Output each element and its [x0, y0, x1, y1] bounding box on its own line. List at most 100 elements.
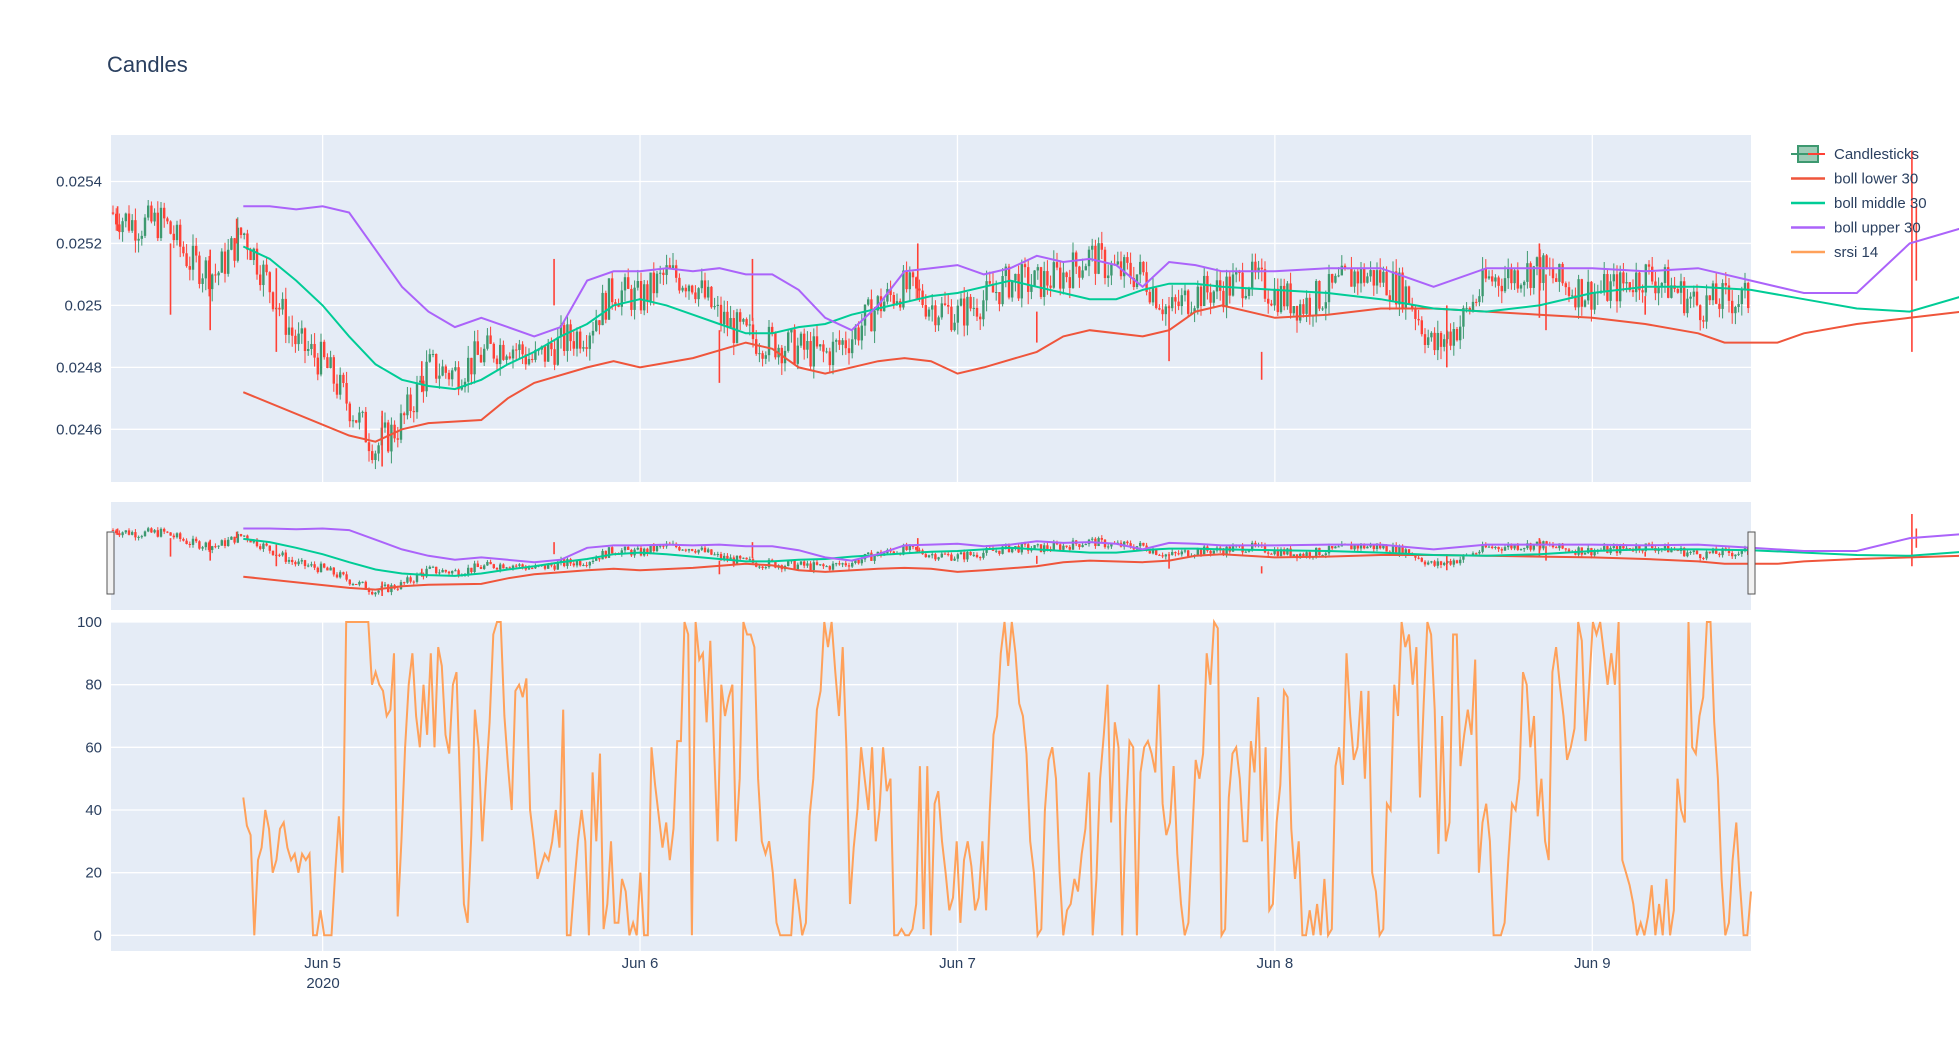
candle-body: [1292, 306, 1295, 314]
candle-body: [1385, 545, 1388, 552]
candle-body: [867, 552, 870, 555]
candle-body: [1414, 554, 1417, 558]
range-slider-left-handle[interactable]: [106, 531, 115, 595]
candle-body: [175, 533, 179, 538]
candle-body: [1683, 547, 1686, 557]
candle-body: [742, 319, 745, 322]
candle-body: [1203, 546, 1206, 555]
range-slider[interactable]: [106, 502, 1959, 610]
mini-boll-lower-line: [243, 553, 1959, 591]
candle-body: [1468, 307, 1471, 312]
candle-body: [223, 540, 227, 547]
candle-body: [1580, 279, 1583, 307]
range-slider-preview: [111, 514, 1959, 597]
candle-body: [1455, 329, 1459, 341]
candle-body: [1708, 551, 1711, 553]
candle-body: [1142, 261, 1145, 273]
candle-body: [633, 287, 636, 310]
candle-body: [217, 272, 220, 276]
candle-body: [1308, 552, 1311, 557]
candle-body: [1107, 275, 1110, 279]
candle-body: [1270, 303, 1273, 306]
candle-body: [156, 212, 159, 239]
candle-body: [355, 583, 358, 585]
candle-body: [441, 366, 444, 376]
srsi-series: [242, 618, 1752, 939]
candle-body: [1487, 276, 1491, 279]
candle-body: [1263, 269, 1267, 299]
candle-body: [1551, 544, 1555, 548]
candle-body: [1686, 552, 1689, 557]
legend-item-boll-upper[interactable]: boll upper 30: [1791, 220, 1921, 237]
candle-body: [268, 545, 271, 551]
candle-body: [1366, 276, 1369, 283]
candle-body: [492, 564, 495, 568]
candle-body: [1398, 545, 1401, 554]
candle-body: [1036, 267, 1039, 271]
srsi-y-ticks: 0 20 40 60 80 100: [77, 614, 102, 944]
candle-body: [1359, 267, 1363, 284]
boll-lower-line: [242, 304, 1959, 443]
legend[interactable]: Candlesticks boll lower 30 boll middle 30 b…: [1791, 145, 1927, 261]
candle-body: [204, 260, 207, 279]
candle-body: [902, 545, 905, 555]
candle-body: [988, 281, 991, 284]
candle-body: [1046, 545, 1049, 550]
candle-body: [1603, 546, 1606, 551]
range-slider-right-handle[interactable]: [1747, 531, 1756, 595]
candle-body: [905, 545, 908, 550]
candle-body: [1289, 283, 1292, 314]
candle-body: [876, 296, 879, 311]
candle-body: [185, 253, 188, 267]
candle-body: [627, 277, 630, 289]
candle-body: [1699, 305, 1702, 321]
candle-body: [483, 348, 486, 363]
candle-body: [281, 552, 284, 556]
candle-body: [1577, 279, 1580, 308]
candle-body: [1529, 543, 1532, 550]
candle-body: [1219, 280, 1222, 291]
legend-item-candlesticks[interactable]: Candlesticks: [1791, 145, 1919, 163]
candle-body: [643, 284, 646, 311]
candle-body: [636, 547, 639, 550]
candle-body: [835, 563, 838, 565]
candle-body: [1014, 273, 1017, 281]
candle-body: [323, 563, 326, 568]
candle-body: [1414, 308, 1417, 319]
candle-body: [367, 442, 371, 452]
legend-item-srsi[interactable]: srsi 14: [1791, 244, 1878, 261]
candle-body: [419, 380, 422, 383]
candle-body: [1110, 263, 1113, 276]
candle-body: [1663, 267, 1667, 284]
candle-body: [467, 357, 470, 382]
candle-body: [943, 303, 947, 305]
candle-body: [246, 233, 249, 250]
legend-item-boll-middle[interactable]: boll middle 30: [1791, 195, 1927, 212]
candle-body: [1244, 551, 1247, 553]
candle-body: [1039, 544, 1043, 553]
candle-body: [259, 274, 262, 286]
candle-body: [684, 287, 687, 292]
candle-body: [857, 559, 860, 564]
candle-body: [1091, 538, 1094, 540]
candle-body: [998, 550, 1001, 554]
candle-body: [1209, 550, 1212, 554]
candle-body: [796, 564, 799, 570]
candle-body: [1279, 549, 1283, 556]
candle-body: [905, 270, 908, 290]
candle-body: [195, 538, 198, 542]
candle-body: [271, 550, 275, 556]
candle-body: [348, 403, 351, 422]
candle-body: [236, 534, 239, 543]
candle-body: [1510, 544, 1513, 549]
candle-body: [681, 549, 684, 551]
candle-body: [153, 530, 156, 533]
candle-body: [1737, 304, 1740, 308]
candle-body: [1241, 272, 1244, 299]
candle-body: [1420, 320, 1423, 335]
legend-item-boll-lower[interactable]: boll lower 30: [1791, 171, 1918, 188]
candle-body: [646, 548, 649, 554]
candle-body: [1436, 561, 1439, 566]
candle-body: [444, 366, 447, 373]
